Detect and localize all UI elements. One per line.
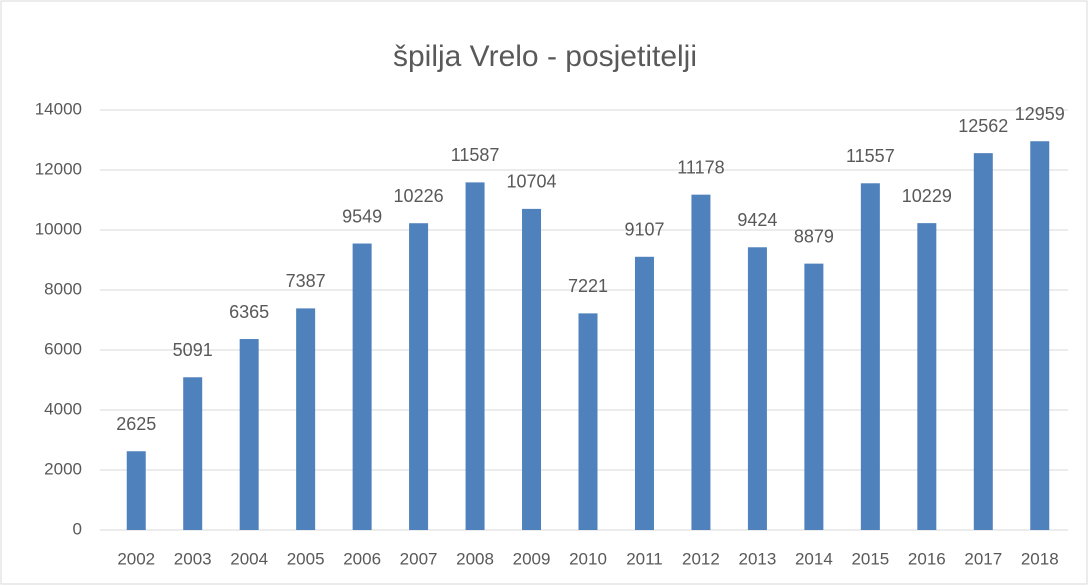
y-tick-label: 0 [73,519,82,538]
bar [126,451,146,530]
x-tick-label: 2003 [174,549,212,568]
y-tick-label: 2000 [44,459,82,478]
bar [917,223,937,530]
bar [860,183,880,531]
bar [465,182,485,530]
data-label: 7221 [568,276,608,296]
data-label: 11178 [677,157,724,177]
data-label: 11557 [846,146,895,166]
x-tick-label: 2011 [626,549,663,568]
bar [409,223,429,530]
x-tick-label: 2016 [908,549,946,568]
bar [691,194,711,530]
y-tick-label: 8000 [44,279,82,298]
x-tick-label: 2010 [569,549,607,568]
data-label: 9549 [342,206,382,226]
x-tick-label: 2012 [682,549,720,568]
data-label: 7387 [286,271,326,291]
x-tick-label: 2009 [513,549,551,568]
bar [634,256,654,530]
x-tick-label: 2018 [1021,549,1059,568]
data-label: 10226 [394,186,444,206]
x-tick-label: 2013 [738,549,776,568]
bar [239,339,259,530]
data-label: 10704 [506,172,556,192]
data-label: 11587 [451,145,500,165]
data-label: 5091 [173,340,213,360]
bar [296,308,316,530]
bar [1030,141,1050,531]
y-tick-label: 12000 [35,159,82,178]
bar [747,247,767,530]
data-label: 9107 [624,220,664,240]
bar [804,263,824,530]
bar [352,243,372,530]
data-label: 12959 [1015,104,1065,124]
x-tick-label: 2015 [851,549,889,568]
x-tick-label: 2002 [117,549,155,568]
x-tick-label: 2005 [287,549,325,568]
x-tick-label: 2017 [964,549,1002,568]
x-tick-label: 2008 [456,549,494,568]
y-tick-label: 4000 [44,399,82,418]
bar [522,208,542,530]
bar [578,313,598,530]
data-label: 12562 [958,116,1008,136]
x-tick-label: 2004 [230,549,268,568]
y-tick-label: 6000 [44,339,82,358]
bar [973,153,993,530]
data-label: 10229 [902,186,952,206]
y-tick-label: 10000 [35,219,82,238]
x-tick-label: 2006 [343,549,381,568]
bar [183,377,203,530]
data-label: 8879 [794,226,834,246]
x-tick-label: 2007 [400,549,438,568]
data-label: 2625 [116,414,156,434]
x-tick-label: 2014 [795,549,833,568]
chart-title: špilja Vrelo - posjetitelji [393,40,697,73]
data-label: 6365 [229,302,269,322]
y-tick-label: 14000 [35,99,82,118]
data-label: 9424 [737,210,777,230]
